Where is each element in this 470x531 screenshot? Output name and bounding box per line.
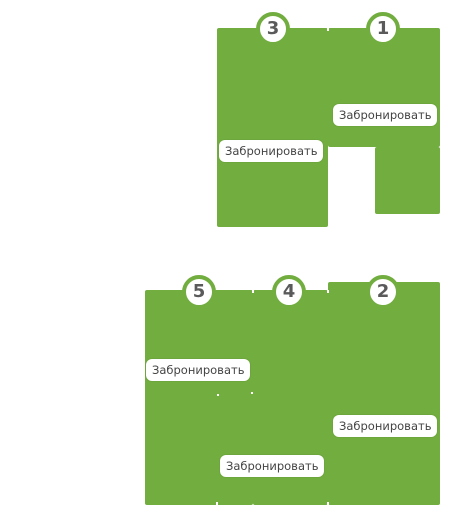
book-room-5-button[interactable]: Забронировать — [146, 359, 251, 381]
room-number-badge-2: 2 — [366, 275, 400, 309]
book-room-1-button[interactable]: Забронировать — [333, 104, 438, 126]
room-number-badge-3: 3 — [256, 12, 290, 46]
wall-marker — [251, 392, 253, 394]
book-room-4-button[interactable]: Забронировать — [220, 455, 325, 477]
room-number-badge-4: 4 — [272, 275, 306, 309]
room-3-area[interactable] — [217, 28, 328, 227]
room-2-area[interactable] — [328, 282, 440, 505]
room-number-badge-1: 1 — [366, 12, 400, 46]
room-divider — [327, 290, 329, 293]
room-number-badge-5: 5 — [182, 275, 216, 309]
book-room-3-button[interactable]: Забронировать — [219, 140, 324, 162]
room-1-area-top[interactable] — [328, 28, 440, 147]
book-room-2-button[interactable]: Забронировать — [333, 415, 438, 437]
room-1-area-leg[interactable] — [375, 147, 440, 214]
room-divider — [327, 28, 329, 31]
wall-marker — [217, 394, 219, 396]
room-divider — [252, 290, 254, 293]
room-divider — [216, 502, 218, 505]
room-divider — [327, 502, 329, 505]
